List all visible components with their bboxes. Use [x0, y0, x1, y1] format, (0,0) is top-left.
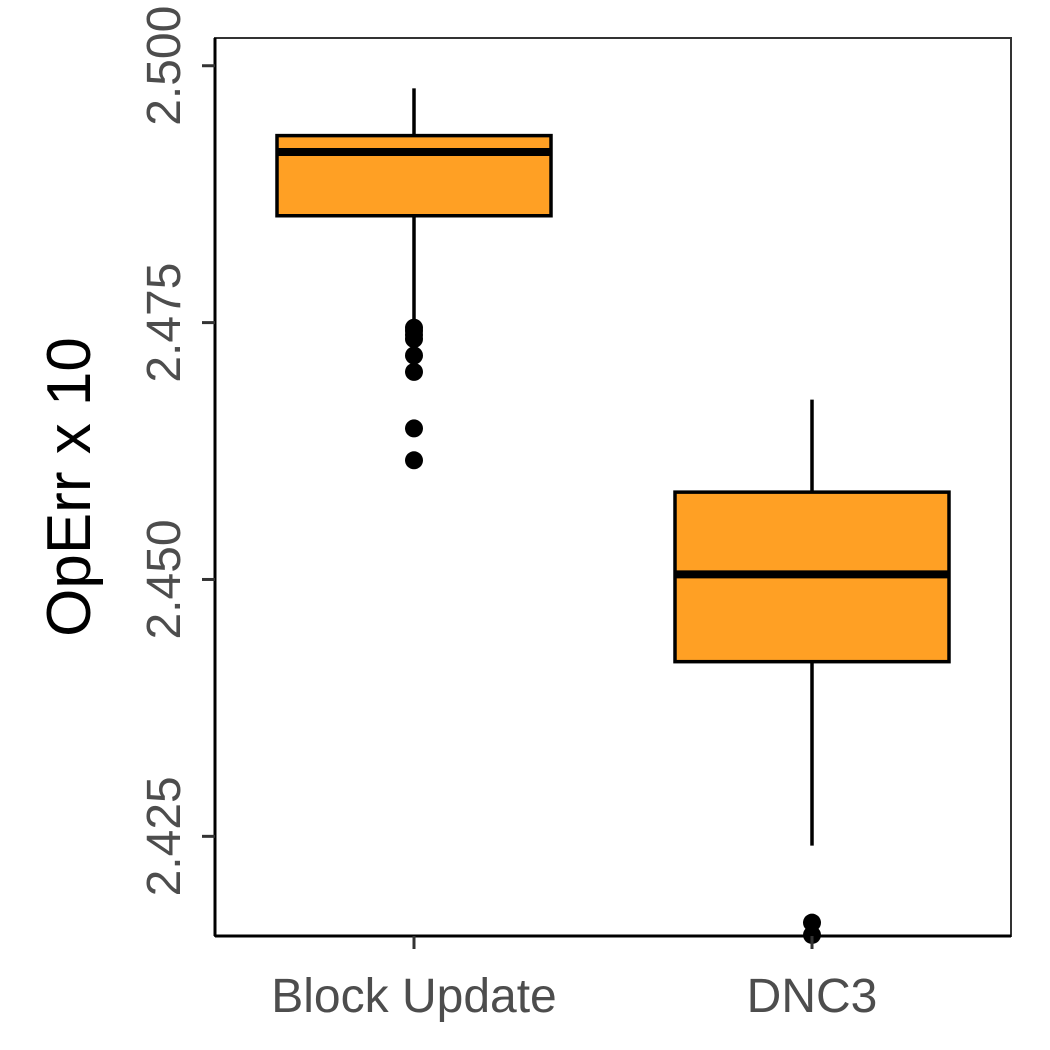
plot-layer: [275, 88, 951, 944]
box-iqr: [275, 133, 553, 218]
outlier-point: [405, 451, 423, 470]
y-tick-label: 2.500: [138, 6, 191, 126]
y-tick-label: 2.450: [138, 519, 191, 639]
box-group: [673, 399, 951, 944]
outlier-point: [405, 419, 423, 438]
outlier-point: [405, 362, 423, 381]
y-tick-label: 2.475: [138, 263, 191, 383]
y-axis-title: OpErr x 10: [35, 337, 104, 637]
y-tick-label: 2.425: [138, 776, 191, 896]
outlier-point: [405, 346, 423, 365]
axis-layer: 2.425 2.450 2.475 2.500 Block Update DNC3: [138, 6, 877, 1023]
x-tick-label: DNC3: [747, 970, 878, 1023]
outlier-point: [803, 913, 821, 932]
outlier-point: [405, 330, 423, 349]
box-group: [275, 88, 553, 470]
x-tick-label: Block Update: [271, 970, 557, 1023]
